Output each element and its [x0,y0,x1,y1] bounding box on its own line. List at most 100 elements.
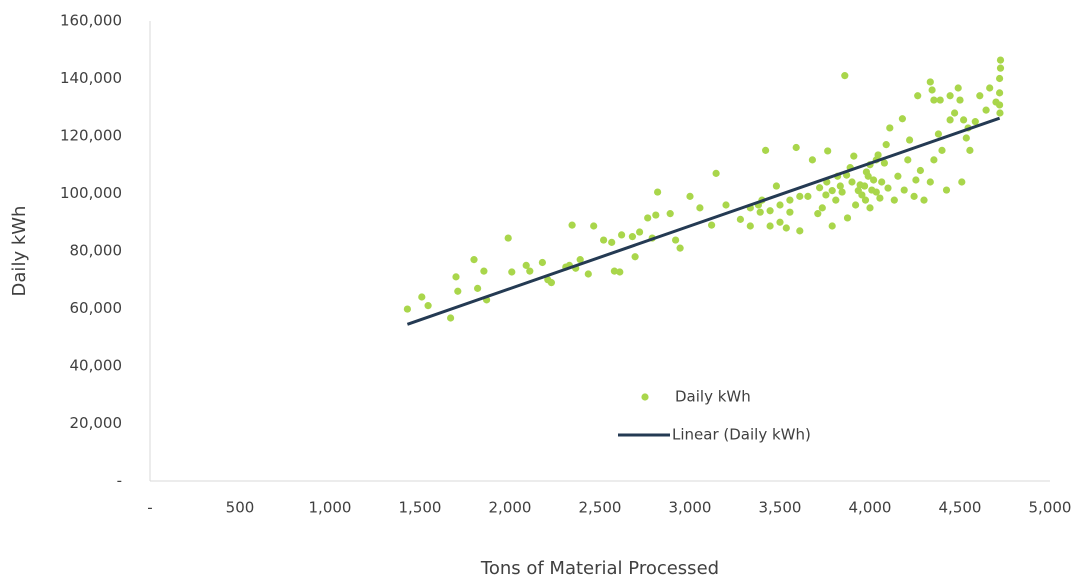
scatter-point [838,188,846,196]
scatter-point [746,222,754,230]
trend-line [406,116,1001,326]
scatter-point [608,238,616,246]
scatter-point [676,244,684,252]
scatter-point [886,124,894,132]
scatter-point [736,215,745,223]
scatter-point [930,156,938,164]
scatter-point [861,196,870,204]
scatter-point [841,72,849,80]
scatter-point [590,222,598,230]
scatter-point [926,78,934,86]
scatter-point [547,279,556,287]
scatter-point [508,268,516,276]
scatter-point [452,273,460,281]
scatter-point [403,305,411,313]
scatter-point [960,116,968,124]
scatter-point [824,147,832,155]
y-tick-label: 120,000 [60,127,122,145]
x-tick-label: 1,500 [399,499,442,517]
scatter-point [708,221,716,229]
scatter-point [782,224,790,232]
scatter-point [816,184,824,192]
scatter-point [904,156,912,164]
x-tick-label: 4,500 [939,499,982,517]
scatter-point [804,192,812,200]
scatter-point [898,115,907,123]
scatter-point [696,204,704,212]
y-tick-label: 140,000 [60,69,122,87]
scatter-point [962,134,970,142]
scatter-point [616,268,624,276]
scatter-point [864,172,872,180]
scatter-point [966,146,974,154]
scatter-point [971,118,979,126]
scatter-point [850,152,858,160]
scatter-point [986,84,994,92]
scatter-point [654,188,662,196]
scatter-point [772,182,781,190]
x-tick-label: 2,000 [489,499,532,517]
scatter-point [861,182,869,190]
y-tick-label: 20,000 [70,414,123,432]
scatter-point [954,84,962,92]
scatter-point [447,314,455,322]
scatter-point [982,106,990,114]
scatter-point [928,86,936,94]
scatter-point [538,258,547,267]
scatter-point [912,176,920,184]
y-tick-label: 80,000 [70,242,123,260]
scatter-point [786,196,794,204]
scatter-point [880,159,889,167]
scatter-point [872,188,880,196]
scatter-point [766,207,774,215]
scatter-point [951,109,959,117]
scatter-point [766,222,774,230]
scatter-point [644,214,652,222]
y-tick-label: 100,000 [60,184,122,202]
scatter-point [666,210,674,218]
scatter-point [792,143,800,152]
scatter-point [522,261,530,269]
scatter-point [470,256,478,264]
scatter-point [914,92,922,100]
x-tick-label: 3,000 [669,499,712,517]
scatter-point [672,236,680,244]
scatter-point [996,74,1004,83]
scatter-point [956,96,964,104]
scatter-point [828,222,836,230]
scatter-point [958,178,966,186]
scatter-point [946,92,954,100]
scatter-point [418,293,426,301]
x-tick-label: 500 [226,499,255,517]
scatter-point [996,89,1004,97]
scatter-point [636,228,644,236]
scatter-point [836,182,844,190]
scatter-point [946,116,954,124]
scatter-point [890,196,898,204]
scatter-point [808,156,817,164]
scatter-point [852,201,860,209]
scatter-point [854,187,862,195]
scatter-point [926,178,934,186]
scatter-point [756,208,764,216]
scatter-point [870,176,878,184]
scatter-point [454,287,462,295]
scatter-point [786,208,794,216]
scatter-point [934,130,943,138]
scatter-point [686,192,694,200]
scatter-point [832,196,840,204]
scatter-point [894,172,902,180]
scatter-point [576,256,584,264]
scatter-point [866,204,874,212]
scatter-point [424,302,432,310]
scatter-point [828,187,836,195]
scatter-point [878,178,886,186]
x-tick-label: 4,000 [849,499,892,517]
scatter-point [906,136,914,144]
scatter-point [882,141,890,149]
scatter-point [796,227,804,235]
scatter-point [474,284,482,292]
x-axis-title: Tons of Material Processed [480,558,719,579]
scatter-point [568,221,576,229]
scatter-point [762,146,770,154]
